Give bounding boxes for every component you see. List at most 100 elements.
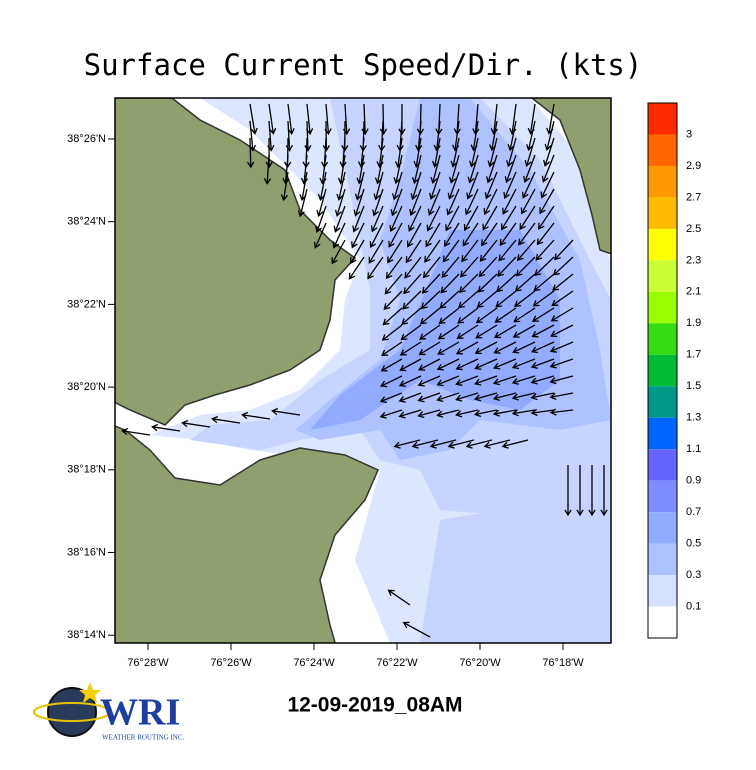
arrow: [538, 205, 555, 230]
arrow: [402, 621, 431, 638]
arrow: [381, 341, 403, 357]
arrow: [297, 188, 308, 218]
arrow: [501, 205, 517, 231]
arrow: [515, 256, 536, 277]
current-arrows: [121, 103, 608, 638]
arrow: [512, 341, 536, 354]
arrow: [357, 137, 366, 169]
colorbar-label: 0.7: [686, 506, 701, 518]
title: Surface Current Speed/Dir. (kts): [84, 48, 643, 82]
arrow: [523, 154, 536, 184]
arrow: [332, 222, 346, 249]
lat-label: 38°22'N: [67, 298, 106, 310]
arrow: [444, 222, 460, 248]
arrow: [475, 307, 498, 324]
arrow: [518, 222, 536, 246]
arrow: [419, 307, 441, 325]
arrow: [543, 137, 555, 167]
arrow: [411, 154, 422, 185]
arrow: [383, 290, 403, 311]
arrow: [474, 358, 498, 370]
arrow: [313, 222, 327, 249]
arrow: [410, 171, 422, 201]
arrow: [368, 239, 384, 264]
colorbar-label: 0.1: [686, 600, 701, 612]
arrow: [317, 171, 327, 201]
arrow: [350, 239, 365, 265]
arrow: [588, 465, 596, 517]
arrow: [549, 375, 574, 385]
lat-label: 38°20'N: [67, 381, 106, 393]
arrow: [464, 188, 479, 216]
colorbar-cell: [648, 386, 677, 418]
arrow: [477, 273, 498, 293]
arrow: [405, 239, 422, 264]
arrow: [271, 407, 301, 416]
colorbar-cell: [648, 512, 677, 544]
arrow: [492, 392, 517, 402]
arrow: [530, 341, 555, 354]
arrow: [406, 222, 422, 248]
arrow: [494, 307, 517, 323]
arrow: [390, 188, 403, 217]
arrow: [473, 392, 498, 402]
arrow: [550, 307, 574, 322]
arrow: [495, 290, 517, 308]
arrow: [487, 137, 498, 168]
arrow: [426, 205, 441, 232]
colorbar-label: 2.7: [686, 191, 701, 203]
arrow: [268, 103, 277, 135]
arrow: [530, 392, 555, 401]
arrow: [247, 137, 255, 169]
arrow: [516, 239, 536, 262]
arrow: [304, 120, 312, 152]
arrow: [263, 154, 272, 185]
map: [115, 98, 611, 643]
arrow: [457, 290, 479, 309]
arrow: [504, 154, 517, 184]
arrow: [455, 341, 479, 355]
arrow: [448, 154, 460, 184]
arrow: [465, 439, 493, 449]
colorbar-label: 1.3: [686, 412, 701, 424]
arrow: [450, 137, 460, 168]
colorbar-label: 3: [686, 128, 692, 140]
arrow: [540, 171, 555, 199]
colorbar-cell: [648, 197, 677, 229]
arrow: [411, 439, 439, 449]
arrow: [511, 375, 536, 385]
arrow: [550, 324, 574, 338]
colorbar-label: 1.9: [686, 317, 701, 329]
colorbar-label: 2.9: [686, 160, 701, 172]
arrow: [476, 290, 498, 308]
arrow: [384, 273, 403, 295]
colorbar-label: 2.5: [686, 223, 701, 235]
arrow: [455, 392, 479, 402]
arrow: [433, 120, 441, 152]
map-frame: [114, 97, 612, 644]
arrow: [429, 439, 457, 449]
arrow: [493, 324, 517, 339]
colorbar-label: 1.7: [686, 349, 701, 361]
colorbar-label: 0.5: [686, 537, 701, 549]
arrow: [456, 324, 479, 339]
arrow: [503, 171, 517, 200]
arrow: [511, 392, 536, 401]
arrow: [336, 171, 346, 201]
arrow: [437, 324, 460, 340]
arrow: [549, 358, 574, 369]
arrow: [551, 290, 574, 307]
arrow: [531, 307, 555, 322]
arrow: [316, 188, 327, 218]
arrow: [387, 239, 403, 264]
arrow: [539, 188, 555, 215]
arrow: [534, 256, 555, 277]
arrow: [249, 103, 258, 135]
arrow: [389, 205, 403, 233]
arrow: [479, 239, 498, 262]
colorbar-frame: [647, 102, 678, 639]
lon-label: 76°22'W: [376, 657, 418, 669]
lon-label: 76°20'W: [459, 657, 501, 669]
arrow: [333, 205, 346, 233]
